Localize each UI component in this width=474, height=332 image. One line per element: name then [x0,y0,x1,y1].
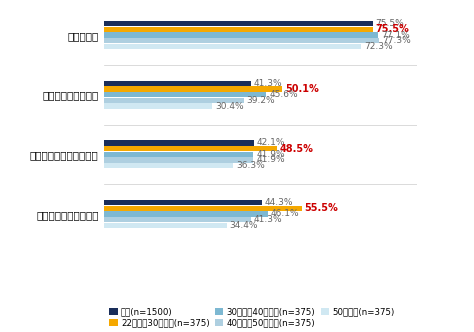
Text: 46.1%: 46.1% [271,209,300,218]
Text: 41.9%: 41.9% [256,150,285,159]
Bar [104,152,253,157]
Bar [104,217,251,222]
Text: 41.9%: 41.9% [256,155,285,164]
Text: 39.2%: 39.2% [246,96,275,105]
Text: 77.1%: 77.1% [381,31,410,40]
Text: 50.1%: 50.1% [285,84,319,94]
Text: 42.1%: 42.1% [257,138,285,147]
Bar [104,200,262,205]
Bar [104,103,212,109]
Bar [104,86,283,92]
Text: 75.5%: 75.5% [375,24,409,34]
Legend: 全体(n=1500), 22歳以上30歳未満(n=375), 30歳以上40歳未満(n=375), 40歳以上50歳未満(n=375), 50歳以上(n=375: 全体(n=1500), 22歳以上30歳未満(n=375), 30歳以上40歳未… [105,304,398,331]
Text: 36.3%: 36.3% [236,161,265,170]
Bar [104,223,227,228]
Text: 30.4%: 30.4% [215,102,244,111]
Text: 34.4%: 34.4% [229,221,258,230]
Bar [104,44,361,49]
Text: 41.3%: 41.3% [254,215,283,224]
Bar [104,27,373,32]
Bar [104,140,254,146]
Bar [104,38,379,43]
Text: 55.5%: 55.5% [304,203,338,213]
Bar [104,206,301,211]
Bar [104,211,268,217]
Text: 41.3%: 41.3% [254,79,283,88]
Bar [104,81,251,86]
Text: 48.5%: 48.5% [280,144,313,154]
Bar [104,146,277,151]
Bar [104,32,378,38]
Bar [104,98,244,103]
Text: 72.3%: 72.3% [364,42,393,51]
Bar [104,163,233,168]
Text: 75.5%: 75.5% [375,19,404,28]
Bar [104,92,266,97]
Bar [104,157,253,163]
Text: 77.3%: 77.3% [382,36,410,45]
Bar [104,21,373,26]
Text: 44.3%: 44.3% [264,198,293,207]
Text: 45.6%: 45.6% [269,90,298,99]
